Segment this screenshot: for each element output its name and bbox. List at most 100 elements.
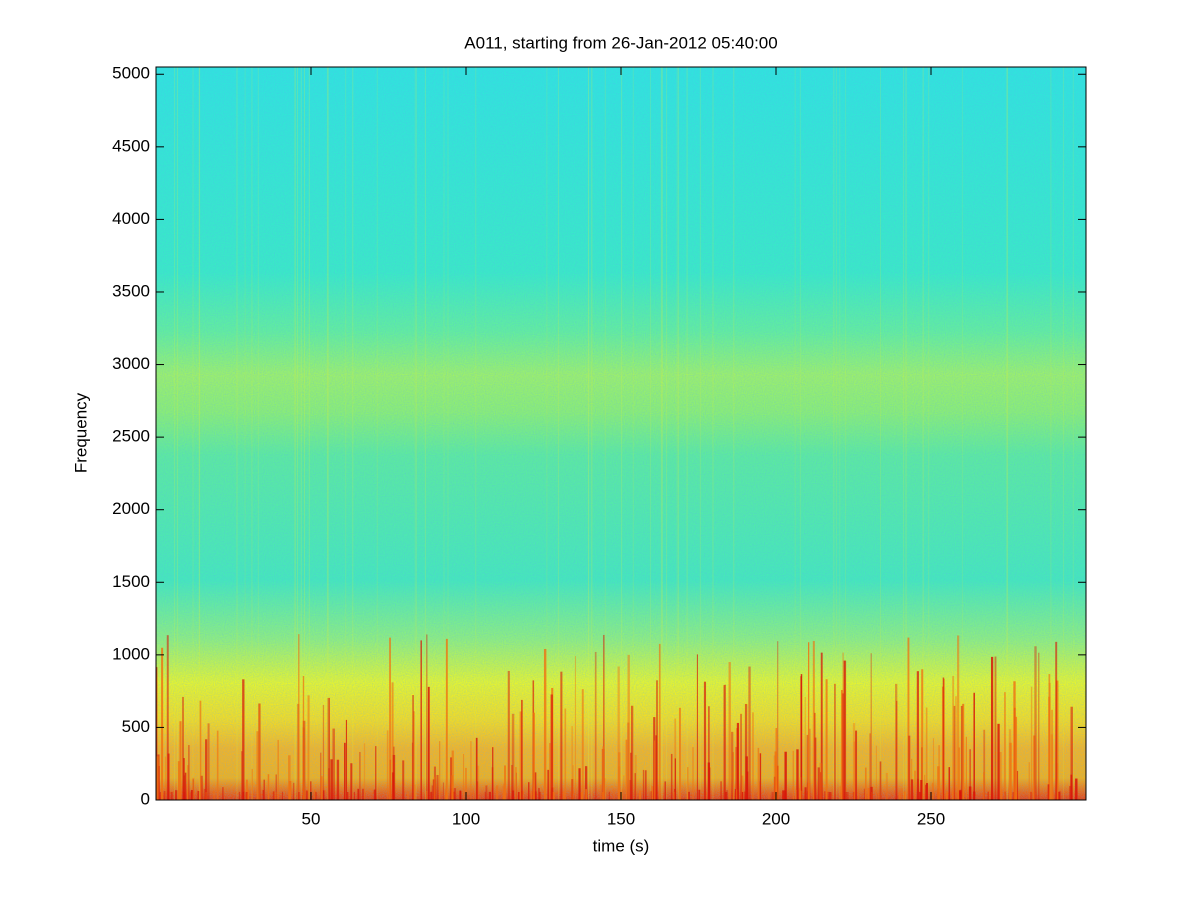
streak (272, 791, 275, 800)
streak (314, 791, 317, 800)
streak (543, 648, 547, 800)
streak (666, 67, 668, 800)
streak (627, 722, 630, 800)
streak (159, 791, 162, 800)
streak (968, 786, 972, 800)
streak (166, 635, 169, 800)
streak (515, 767, 517, 800)
streak (393, 746, 395, 800)
streak (621, 67, 623, 800)
streak (347, 791, 349, 800)
streak (167, 753, 170, 800)
streak (350, 763, 353, 800)
streak (177, 761, 180, 800)
streak (322, 704, 325, 800)
streak (777, 641, 779, 800)
streak (503, 791, 505, 800)
streak (1030, 686, 1033, 800)
streak (871, 791, 873, 800)
streak (300, 67, 302, 800)
x-tick-label: 200 (762, 809, 790, 828)
streak (958, 747, 960, 800)
streak (391, 772, 395, 800)
streak (814, 712, 816, 800)
streak (741, 775, 744, 800)
streak (294, 67, 296, 800)
streak (642, 769, 644, 800)
streak (414, 67, 416, 800)
streak (451, 750, 454, 800)
streak (352, 67, 354, 800)
streak (855, 730, 858, 800)
streak (293, 782, 295, 800)
streak (875, 745, 877, 800)
streak (775, 728, 778, 800)
streak (580, 791, 583, 800)
streak (827, 791, 830, 800)
streak (965, 736, 967, 800)
streak (703, 681, 707, 800)
streak (863, 788, 866, 800)
streak (617, 666, 620, 800)
streak (845, 67, 847, 800)
streak (303, 67, 305, 800)
streak (552, 791, 555, 800)
streak (183, 758, 185, 800)
streak (994, 656, 997, 800)
streak (187, 765, 189, 800)
streak (952, 675, 955, 800)
streak (307, 695, 310, 800)
streak (900, 788, 903, 800)
streak (549, 743, 551, 800)
streak (288, 755, 291, 800)
y-tick-label: 1500 (112, 572, 150, 591)
streak (1072, 67, 1074, 800)
streak (961, 67, 963, 800)
streak (174, 67, 176, 800)
streak (599, 784, 602, 800)
streak (1001, 789, 1003, 800)
streak (852, 723, 856, 800)
streak (620, 789, 623, 800)
streak (767, 791, 771, 800)
streak (632, 67, 634, 800)
streak (656, 680, 658, 800)
streak (251, 67, 253, 800)
streak (696, 654, 698, 800)
streak (1038, 652, 1040, 800)
streak (203, 788, 206, 800)
streak (192, 779, 194, 800)
streak (990, 656, 994, 800)
streak (297, 67, 299, 800)
streak (521, 699, 523, 800)
streak (511, 765, 513, 800)
y-axis-label: Frequency (71, 392, 90, 473)
streak (511, 713, 515, 800)
streak (617, 752, 621, 800)
streak (176, 67, 178, 800)
streak (707, 762, 711, 800)
streak (945, 791, 948, 800)
streak (843, 660, 847, 800)
streak (274, 791, 277, 800)
streak (725, 791, 728, 800)
streak (731, 731, 734, 800)
streak (916, 671, 919, 800)
streak (735, 746, 738, 800)
streak (491, 767, 494, 800)
streak (794, 67, 796, 800)
streak (958, 790, 962, 800)
streak (852, 791, 855, 800)
streak (373, 789, 376, 800)
streak (294, 67, 296, 800)
streak (692, 747, 694, 800)
streak (1069, 785, 1071, 800)
streak (517, 791, 520, 800)
y-tick-label: 3500 (112, 281, 150, 300)
streak (759, 753, 762, 800)
streak (484, 791, 486, 800)
streak (997, 723, 1000, 800)
streak (476, 781, 479, 800)
streak (314, 789, 316, 800)
streak (550, 694, 553, 800)
